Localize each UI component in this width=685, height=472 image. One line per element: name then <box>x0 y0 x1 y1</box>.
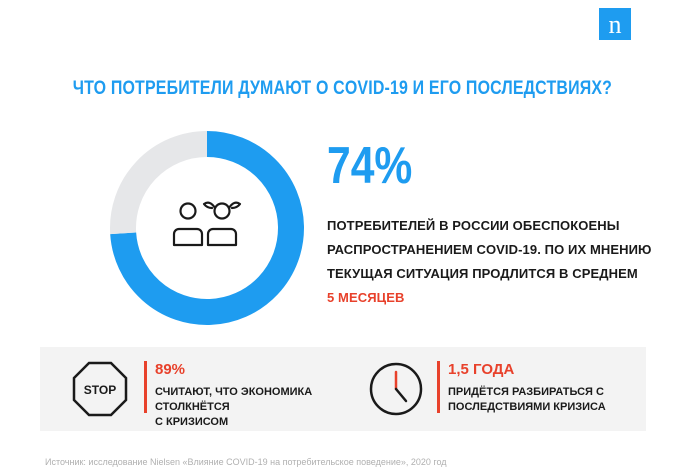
description-line: ПОТРЕБИТЕЛЕЙ В РОССИИ ОБЕСПОКОЕНЫ <box>327 218 620 233</box>
red-divider <box>437 361 440 413</box>
stat-value: 89% <box>155 361 186 378</box>
donut-chart <box>110 131 304 325</box>
stat-text-line: ПРИДЁТСЯ РАЗБИРАТЬСЯ С <box>448 386 604 398</box>
big-percent: 74% <box>327 137 413 195</box>
stat-value: 1,5 ГОДА <box>448 361 515 378</box>
description-line: РАСПРОСТРАНЕНИЕМ COVID-19. ПО ИХ МНЕНИЮ <box>327 242 652 257</box>
description-line: ТЕКУЩАЯ СИТУАЦИЯ ПРОДЛИТСЯ В СРЕДНЕМ <box>327 266 638 281</box>
duration-highlight: 5 МЕСЯЦЕВ <box>327 290 405 305</box>
description: ПОТРЕБИТЕЛЕЙ В РОССИИ ОБЕСПОКОЕНЫ РАСПРО… <box>327 214 657 310</box>
red-divider <box>144 361 147 413</box>
stat-recovery: 1,5 ГОДА ПРИДЁТСЯ РАЗБИРАТЬСЯ С ПОСЛЕДСТ… <box>340 347 646 431</box>
stat-text: СЧИТАЮТ, ЧТО ЭКОНОМИКА СТОЛКНЁТСЯ С КРИЗ… <box>155 385 375 430</box>
stop-sign-icon: STOP <box>72 361 128 417</box>
page-title: ЧТО ПОТРЕБИТЕЛИ ДУМАЮТ О COVID-19 И ЕГО … <box>72 78 613 99</box>
donut-segment-remaining <box>110 131 208 235</box>
donut-segment-concerned <box>110 131 304 325</box>
nielsen-logo: n <box>599 8 631 40</box>
nielsen-logo-mark: n <box>609 10 622 39</box>
stats-band: STOP 89% СЧИТАЮТ, ЧТО ЭКОНОМИКА СТОЛКНЁТ… <box>40 347 646 431</box>
stat-economy: STOP 89% СЧИТАЮТ, ЧТО ЭКОНОМИКА СТОЛКНЁТ… <box>40 347 340 431</box>
stat-text-line: С КРИЗИСОМ <box>155 416 229 428</box>
people-icon <box>172 201 242 247</box>
stat-text-line: СЧИТАЮТ, ЧТО ЭКОНОМИКА СТОЛКНЁТСЯ <box>155 386 313 413</box>
stop-sign-text: STOP <box>84 383 116 397</box>
logo-letter: n <box>609 10 622 39</box>
stat-text-line: ПОСЛЕДСТВИЯМИ КРИЗИСА <box>448 401 606 413</box>
stat-text: ПРИДЁТСЯ РАЗБИРАТЬСЯ С ПОСЛЕДСТВИЯМИ КРИ… <box>448 385 668 415</box>
clock-icon <box>369 362 423 416</box>
source-note: Источник: исследование Nielsen «Влияние … <box>45 457 447 467</box>
